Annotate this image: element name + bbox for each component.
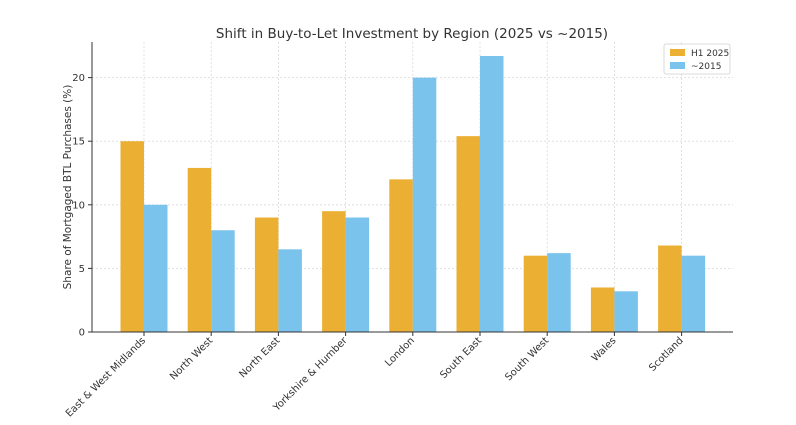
x-tick-label-wales: Wales (590, 335, 619, 364)
bar-h1-2025-north-east (254, 217, 279, 332)
bar-h1-2025-london (389, 179, 413, 332)
bar-2015-london (412, 77, 437, 332)
bar-2015-south-east (480, 55, 504, 333)
bar-2015-scotland (681, 255, 706, 332)
x-tick-label-south-east: South East (438, 335, 484, 381)
bar-h1-2025-east-west-midlands (120, 141, 144, 332)
bar-h1-2025-south-east (456, 136, 480, 332)
legend-swatch-2015 (670, 62, 685, 69)
bars (120, 55, 706, 333)
x-tick-label-scotland: Scotland (647, 335, 686, 374)
bar-2015-south-west (547, 253, 571, 332)
x-tick-label-east-west-midlands: East & West Midlands (64, 335, 148, 419)
bar-2015-north-east (278, 249, 302, 332)
bar-2015-wales (614, 291, 638, 332)
legend-swatch-h1-2025 (670, 49, 685, 56)
x-tick-label-north-east: North East (237, 335, 282, 380)
chart-title: Shift in Buy-to-Let Investment by Region… (216, 26, 608, 42)
bar-2015-east-west-midlands (144, 204, 168, 332)
y-axis-label: Share of Mortgaged BTL Purchases (%) (62, 85, 74, 290)
y-axis-ticks: 0 5 10 15 20 (72, 73, 92, 339)
y-tick-label: 10 (72, 200, 85, 211)
bar-h1-2025-south-west (523, 255, 548, 332)
bar-h1-2025-wales (590, 287, 615, 332)
bar-h1-2025-yorkshire-humber (322, 211, 346, 332)
x-tick-label-south-west: South West (503, 335, 551, 383)
legend-label-h1-2025: H1 2025 (691, 49, 729, 59)
legend: H1 2025 ~2015 (663, 43, 731, 75)
bar-2015-north-west (211, 230, 235, 332)
y-tick-label: 15 (72, 137, 85, 148)
bar-2015-yorkshire-humber (345, 217, 370, 332)
y-tick-label: 20 (72, 73, 85, 84)
legend-label-2015: ~2015 (691, 62, 721, 72)
x-axis-ticks: East & West Midlands North West North East… (64, 332, 686, 420)
x-tick-label-north-west: North West (168, 335, 215, 382)
bar-h1-2025-scotland (658, 245, 682, 332)
y-tick-label: 5 (79, 264, 85, 275)
x-tick-label-london: London (383, 335, 417, 369)
y-tick-label: 0 (79, 328, 85, 339)
x-tick-label-yorkshire-humber: Yorkshire & Humber (271, 335, 350, 414)
bar-h1-2025-north-west (187, 167, 212, 332)
